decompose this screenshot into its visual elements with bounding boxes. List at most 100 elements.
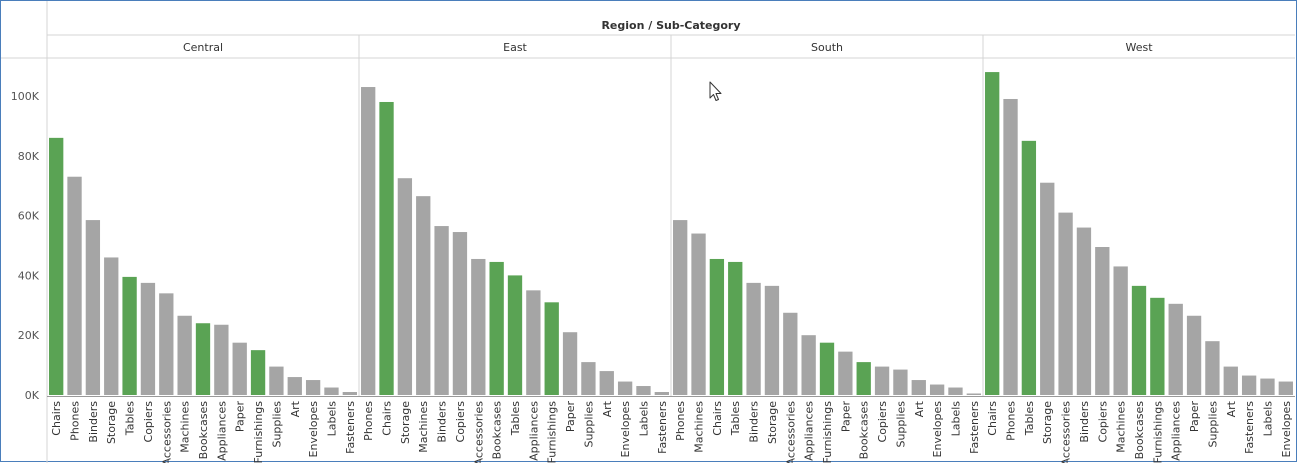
category-label: Appliances	[215, 401, 228, 461]
bar	[269, 366, 284, 396]
category-label: Phones	[674, 401, 687, 441]
category-label: Fasteners	[1243, 401, 1256, 454]
bar	[1186, 315, 1202, 395]
bar	[691, 233, 706, 395]
bar	[673, 220, 688, 395]
bar	[819, 342, 835, 396]
category-label: Storage	[399, 401, 412, 444]
y-tick-label: 80K	[18, 150, 40, 163]
category-label: Bookcases	[858, 401, 871, 460]
bar	[985, 72, 1000, 395]
category-label: Chairs	[986, 401, 999, 436]
bar	[783, 312, 798, 395]
category-label: Appliances	[527, 401, 540, 461]
category-label: Paper	[1188, 401, 1201, 433]
bar	[1223, 366, 1238, 396]
bar	[929, 384, 945, 395]
bar	[342, 392, 357, 395]
category-label: Art	[289, 400, 302, 417]
category-label: Appliances	[1170, 401, 1183, 461]
bar	[159, 293, 174, 395]
bar	[1150, 297, 1165, 395]
category-label: Supplies	[1206, 401, 1219, 448]
category-label: Fasteners	[656, 401, 669, 454]
bar	[1021, 140, 1037, 395]
bar	[1076, 227, 1092, 395]
bar	[581, 362, 596, 395]
category-label: Binders	[87, 401, 100, 443]
bar	[728, 261, 743, 395]
category-label: Phones	[362, 401, 375, 441]
bar	[324, 387, 339, 395]
category-label: Accessories	[784, 401, 797, 463]
category-label: Art	[1225, 400, 1238, 417]
category-label: Bookcases	[197, 401, 210, 460]
bar	[1003, 98, 1018, 396]
category-label: Machines	[1115, 401, 1128, 453]
category-label: Accessories	[1060, 401, 1073, 463]
y-tick-label: 0K	[25, 389, 40, 402]
category-label: Supplies	[894, 401, 907, 448]
category-label: Machines	[179, 401, 192, 453]
bar	[801, 335, 816, 395]
bar	[764, 285, 780, 396]
category-label: Copiers	[1096, 401, 1109, 443]
bar	[966, 393, 981, 395]
category-label: Envelopes	[1280, 401, 1293, 458]
category-label: Furnishings	[252, 401, 265, 463]
category-label: Furnishings	[821, 401, 834, 463]
bar	[654, 392, 669, 395]
category-label: Phones	[69, 401, 82, 441]
bar	[434, 226, 449, 395]
category-label: Labels	[637, 401, 650, 437]
category-label: Chairs	[50, 401, 63, 436]
bar	[1168, 303, 1183, 396]
category-label: Labels	[325, 401, 338, 437]
bar	[1241, 375, 1257, 395]
category-label: Fasteners	[344, 401, 357, 454]
bar	[838, 351, 853, 395]
category-label: Appliances	[803, 401, 816, 461]
bar	[195, 323, 211, 395]
chart-dynamic-layer: 0K 20K 40K 60K 80K 100K Central Chairs Phones Bin…	[11, 35, 1293, 463]
bar	[471, 258, 486, 395]
category-label: Machines	[417, 401, 430, 453]
bar	[544, 302, 559, 395]
bar	[104, 257, 119, 395]
bar	[599, 371, 614, 395]
bar	[122, 276, 137, 395]
bar	[67, 176, 82, 395]
panel-header-south: South	[811, 41, 843, 54]
category-label: Furnishings	[1151, 401, 1164, 463]
bar	[305, 380, 321, 395]
panel-header-east: East	[503, 41, 527, 54]
category-label: Bookcases	[491, 401, 504, 460]
bar	[49, 137, 64, 396]
category-label: Furnishings	[546, 401, 559, 463]
bar	[1113, 266, 1128, 395]
y-tick-label: 60K	[18, 210, 40, 223]
bar	[911, 380, 926, 395]
category-label: Paper	[839, 401, 852, 433]
category-label: Supplies	[270, 401, 283, 448]
bar	[1131, 285, 1147, 396]
bar	[1040, 182, 1055, 395]
bar	[636, 386, 651, 395]
bar	[507, 275, 523, 395]
category-label: Binders	[1078, 401, 1091, 443]
category-label: Copiers	[876, 401, 889, 443]
bar	[232, 342, 247, 396]
category-label: Tables	[1023, 401, 1036, 436]
category-label: Labels	[1261, 401, 1274, 437]
bar	[489, 261, 504, 395]
y-tick-label: 100K	[11, 90, 40, 103]
category-label: Tables	[729, 401, 742, 436]
category-label: Chairs	[381, 401, 394, 436]
category-label: Tables	[124, 401, 137, 436]
panel-header-central: Central	[183, 41, 223, 54]
bar	[874, 366, 890, 396]
bar	[250, 350, 266, 395]
